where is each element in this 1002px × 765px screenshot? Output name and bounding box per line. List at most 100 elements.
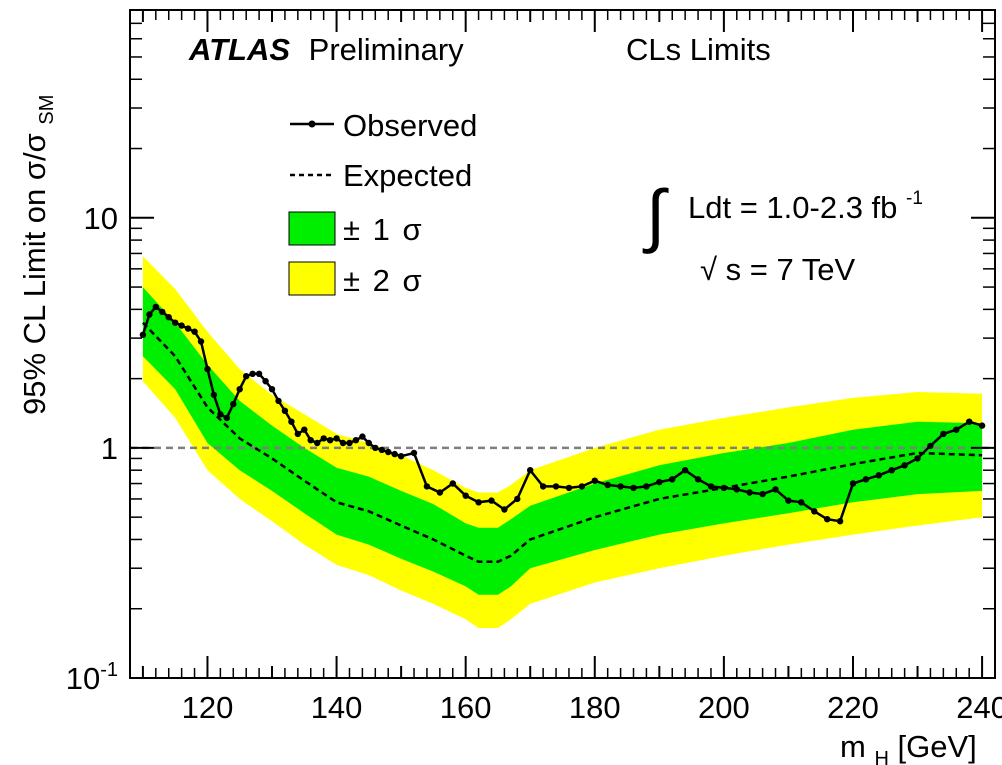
legend-band1-num: 1 <box>373 212 390 247</box>
observed-point <box>346 439 353 447</box>
x-axis-subscript: H <box>874 748 888 765</box>
observed-point <box>449 480 456 487</box>
observed-point <box>301 426 308 433</box>
observed-point <box>307 437 314 444</box>
observed-point <box>423 483 431 490</box>
observed-point <box>288 418 295 425</box>
band-1sigma <box>142 287 983 595</box>
observed-point <box>217 411 224 418</box>
observed-point <box>462 492 469 499</box>
observed-layer <box>139 303 986 525</box>
observed-point <box>643 483 650 490</box>
observed-point <box>378 446 385 454</box>
observed-point <box>475 499 482 506</box>
observed-point <box>578 483 586 490</box>
observed-point <box>669 476 676 483</box>
observed-point <box>707 483 715 490</box>
observed-point <box>617 483 624 490</box>
preliminary-label: Preliminary <box>309 32 465 67</box>
x-tick-label: 120 <box>182 690 234 725</box>
observed-point <box>281 407 289 414</box>
observed-point <box>978 422 986 429</box>
observed-point <box>223 414 230 422</box>
x-tick-label: 200 <box>698 690 750 725</box>
expected-line <box>141 321 983 564</box>
method-label: CLs Limits <box>626 32 771 67</box>
y-tick-base: 1 <box>101 431 118 466</box>
y-tick-label: 10-1 <box>66 659 118 696</box>
observed-point <box>694 476 702 483</box>
observed-point <box>966 418 973 425</box>
observed-point <box>824 516 831 523</box>
observed-point <box>385 448 392 456</box>
experiment-label: ATLAS Preliminary <box>188 32 464 67</box>
observed-point <box>746 489 753 496</box>
y-tick-base: 10 <box>66 661 100 696</box>
observed-point <box>849 480 857 487</box>
x-axis-symbol: m <box>840 729 866 764</box>
y-tick-label: 10 <box>84 201 118 236</box>
observed-point <box>294 430 301 438</box>
observed-point <box>901 462 908 469</box>
observed-point <box>359 433 366 440</box>
observed-point <box>172 319 179 326</box>
observed-point <box>591 477 598 484</box>
y-axis-title: 95% CL Limit on σ/σ SM <box>17 95 58 415</box>
observed-point <box>953 426 960 433</box>
observed-point <box>798 499 805 506</box>
legend-band2-label: ± 2 σ <box>343 263 422 298</box>
observed-point <box>811 508 818 515</box>
observed-point <box>275 397 282 405</box>
observed-point <box>759 490 766 498</box>
x-axis-title: m H [GeV] <box>840 729 977 765</box>
bands-layer <box>142 256 983 628</box>
observed-point <box>397 453 405 460</box>
x-tick-label: 240 <box>956 690 1002 725</box>
observed-point <box>236 386 243 393</box>
observed-point <box>255 370 263 377</box>
observed-point <box>488 497 495 504</box>
plot-frame <box>129 9 996 679</box>
legend-band2-pm: ± <box>343 263 360 298</box>
luminosity-label: Ldt = 1.0-2.3 fb -1 <box>688 188 923 225</box>
observed-point <box>372 444 379 452</box>
observed-point <box>365 439 372 447</box>
observed-point <box>604 481 611 489</box>
observed-point <box>152 303 159 311</box>
observed-point <box>914 455 921 462</box>
legend: Observed Expected ± 1 σ ± 2 σ <box>288 108 477 298</box>
observed-point <box>262 378 269 385</box>
expected-layer <box>141 321 983 564</box>
observed-point <box>230 400 237 408</box>
observed-point <box>159 308 166 316</box>
observed-point <box>565 484 573 492</box>
energy-label: √ s = 7 TeV <box>700 252 856 287</box>
y-tick-exponent: -1 <box>100 659 118 681</box>
observed-point <box>733 486 740 493</box>
observed-point <box>514 495 521 503</box>
observed-point <box>862 476 870 483</box>
observed-point <box>165 314 172 321</box>
y-axis-subscript: SM <box>36 95 58 125</box>
observed-point <box>339 439 347 447</box>
observed-point <box>436 489 444 496</box>
integral-symbol: ∫ <box>642 176 669 254</box>
y-tick-label: 1 <box>101 431 118 466</box>
experiment-name: ATLAS <box>188 32 290 67</box>
observed-point <box>146 311 153 318</box>
observed-point <box>539 483 547 490</box>
observed-point <box>326 437 334 444</box>
observed-point <box>333 435 340 442</box>
x-tick-label: 180 <box>569 690 621 725</box>
observed-point <box>249 370 256 377</box>
legend-band1-sym: σ <box>403 212 422 247</box>
y-tick-base: 10 <box>84 201 118 236</box>
legend-band2-num: 2 <box>373 263 390 298</box>
observed-point <box>772 486 779 493</box>
y-axis-text: 95% CL Limit on σ/σ <box>17 133 52 415</box>
observed-point <box>204 365 211 373</box>
observed-point <box>836 518 844 525</box>
observed-point <box>268 386 276 393</box>
luminosity-text: Ldt = 1.0-2.3 fb <box>688 190 897 225</box>
